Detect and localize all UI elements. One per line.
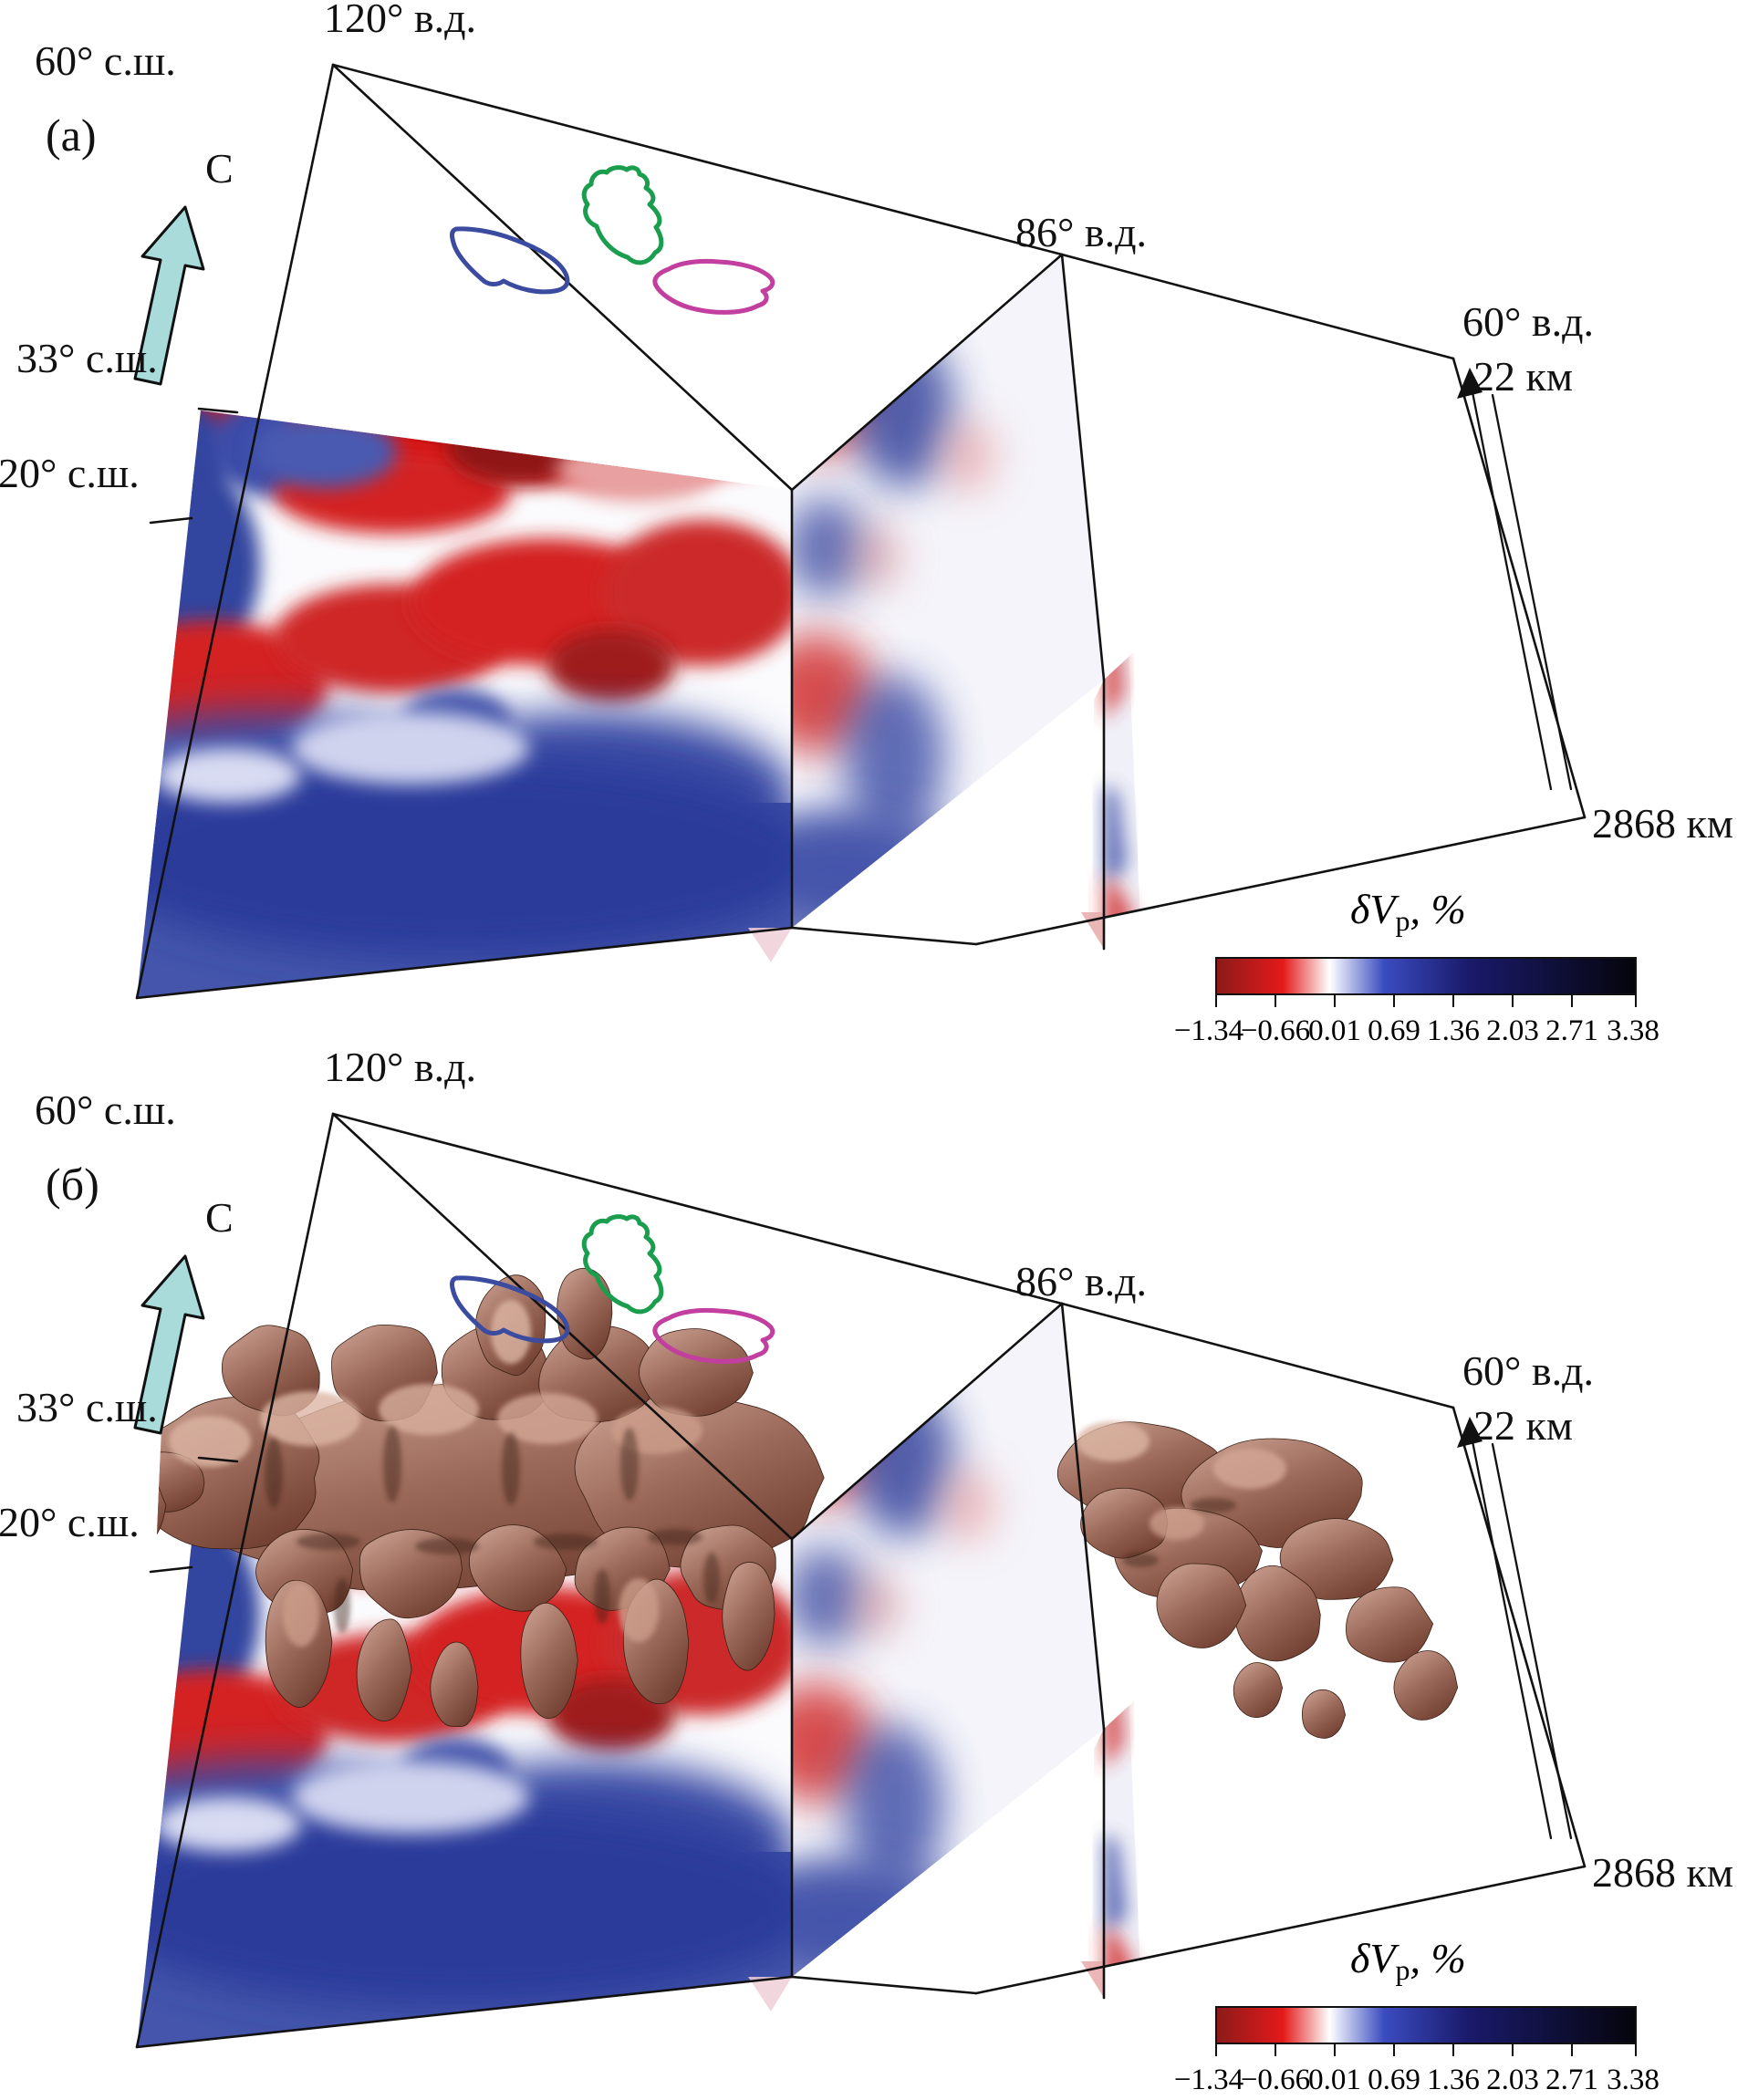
svg-text:86° в.д.: 86° в.д.	[1015, 209, 1147, 255]
svg-text:С: С	[205, 145, 234, 192]
svg-text:60° в.д.: 60° в.д.	[1462, 1347, 1594, 1394]
svg-text:60° в.д.: 60° в.д.	[1462, 298, 1594, 345]
svg-text:33° с.ш.: 33° с.ш.	[16, 1384, 158, 1430]
svg-text:22 км: 22 км	[1473, 1402, 1573, 1449]
svg-text:0.69: 0.69	[1368, 1014, 1420, 1047]
svg-text:2.03: 2.03	[1486, 1014, 1539, 1047]
svg-text:(a): (a)	[46, 109, 97, 161]
svg-text:120° в.д.: 120° в.д.	[324, 1044, 476, 1090]
svg-text:−1.34: −1.34	[1174, 1014, 1243, 1047]
svg-text:3.38: 3.38	[1607, 1014, 1660, 1047]
svg-text:1.36: 1.36	[1427, 1014, 1480, 1047]
svg-text:20° с.ш.: 20° с.ш.	[0, 1499, 140, 1545]
svg-text:86° в.д.: 86° в.д.	[1015, 1258, 1147, 1305]
svg-text:22 км: 22 км	[1473, 353, 1573, 400]
svg-text:С: С	[205, 1194, 234, 1241]
svg-text:120° в.д.: 120° в.д.	[324, 0, 476, 41]
svg-text:60° с.ш.: 60° с.ш.	[35, 1086, 176, 1133]
svg-text:2868 км: 2868 км	[1592, 800, 1733, 847]
svg-text:(б): (б)	[46, 1159, 99, 1210]
svg-text:δVp, %: δVp, %	[1350, 886, 1466, 937]
svg-text:−0.66: −0.66	[1241, 1014, 1310, 1047]
svg-text:0.01: 0.01	[1308, 1014, 1361, 1047]
svg-text:33° с.ш.: 33° с.ш.	[16, 335, 158, 381]
svg-text:2868 км: 2868 км	[1592, 1849, 1733, 1896]
svg-text:20° с.ш.: 20° с.ш.	[0, 450, 140, 496]
svg-text:2.71: 2.71	[1545, 1014, 1598, 1047]
svg-text:60° с.ш.: 60° с.ш.	[35, 37, 176, 84]
